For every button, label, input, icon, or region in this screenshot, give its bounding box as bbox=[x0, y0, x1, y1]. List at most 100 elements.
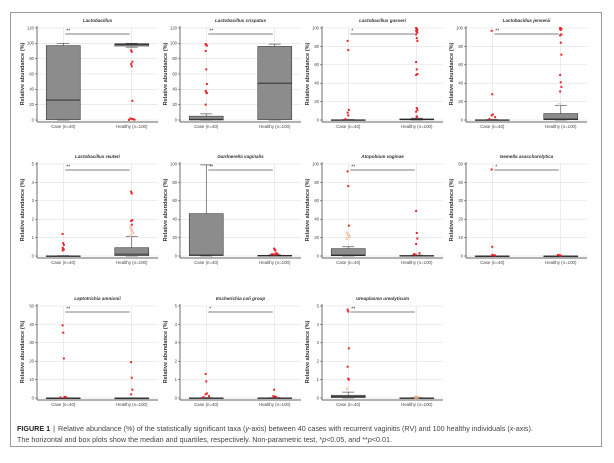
outlier-point bbox=[131, 388, 134, 391]
y-tick-label: 120 bbox=[170, 25, 178, 30]
panel-title: Ureaplasma urealyticum bbox=[356, 296, 409, 301]
outlier-point bbox=[205, 44, 208, 47]
box-group-case bbox=[330, 308, 366, 399]
outlier-point bbox=[129, 117, 132, 120]
outlier-point bbox=[415, 209, 418, 212]
panel-title: Lactobacillus crispatus bbox=[215, 18, 267, 23]
outlier-point bbox=[347, 49, 350, 52]
outlier-point bbox=[273, 253, 276, 256]
outlier-point bbox=[272, 395, 275, 398]
chart-panel-6: Gardnerella vaginalis 0 20 40 60 80 100 Relativ… bbox=[163, 154, 301, 265]
outlier-point bbox=[202, 396, 205, 399]
y-tick-label: 80 bbox=[172, 56, 177, 61]
box bbox=[45, 45, 81, 120]
outlier-point bbox=[415, 37, 418, 40]
near-outlier-point bbox=[348, 235, 351, 239]
box bbox=[188, 115, 224, 121]
outlier-point bbox=[205, 380, 208, 383]
near-outlier-point bbox=[345, 387, 349, 391]
outlier-point bbox=[204, 50, 207, 52]
outlier-point bbox=[491, 113, 494, 116]
outlier-point bbox=[556, 253, 559, 256]
near-outlier-point bbox=[345, 237, 349, 240]
outlier-point bbox=[415, 116, 418, 119]
caption-text-1b: -axis) between 40 cases with recurrent v… bbox=[249, 424, 510, 433]
outlier-point bbox=[490, 168, 493, 171]
outlier-point bbox=[347, 310, 350, 313]
significance-marker: ** bbox=[66, 307, 70, 313]
outlier-point bbox=[494, 116, 497, 119]
box-group-case bbox=[474, 168, 510, 258]
chart-panel-4: Lactobacillus jensenii 0 20 40 60 80 100 Relati… bbox=[449, 18, 587, 129]
y-axis-label: Relative abundance (%) bbox=[163, 42, 169, 105]
y-axis-label: Relative abundance (%) bbox=[305, 178, 311, 241]
outlier-point bbox=[415, 110, 418, 113]
y-axis-label: Relative abundance (%) bbox=[20, 320, 26, 383]
outlier-point bbox=[62, 357, 65, 360]
outlier-point bbox=[62, 331, 65, 334]
panel-title: Lactobacillus reuteri bbox=[75, 154, 121, 159]
box-group-case bbox=[45, 232, 81, 257]
caption-p2: p bbox=[367, 434, 372, 444]
caption-text-1c: -axis). bbox=[513, 424, 533, 433]
outlier-point bbox=[205, 92, 208, 95]
outlier-point bbox=[346, 39, 349, 42]
outlier-point bbox=[204, 393, 207, 396]
outlier-point bbox=[205, 68, 208, 71]
y-tick-label: 100 bbox=[170, 161, 178, 166]
significance-marker: ** bbox=[66, 29, 70, 35]
y-tick-label: 60 bbox=[314, 62, 319, 67]
x-tick-label: Case (n=40) bbox=[194, 124, 219, 129]
box-group-case bbox=[45, 324, 81, 400]
outlier-point bbox=[559, 28, 562, 31]
outlier-point bbox=[204, 103, 207, 106]
box-group-case bbox=[188, 164, 224, 257]
outlier-point bbox=[346, 365, 349, 368]
outlier-point bbox=[560, 33, 563, 36]
outlier-point bbox=[130, 190, 133, 193]
outlier-point bbox=[131, 60, 134, 63]
outlier-point bbox=[415, 107, 418, 110]
outlier-point bbox=[133, 118, 136, 121]
box-group-healthy bbox=[257, 43, 293, 121]
outlier-point bbox=[272, 253, 275, 256]
y-tick-label: 0 bbox=[175, 395, 178, 400]
y-tick-label: 5 bbox=[32, 161, 35, 166]
y-tick-label: 2 bbox=[175, 359, 178, 364]
outlier-point bbox=[204, 89, 207, 92]
near-outlier-point bbox=[346, 233, 350, 237]
y-tick-label: 20 bbox=[314, 99, 319, 104]
y-tick-label: 2 bbox=[32, 217, 35, 222]
y-axis-label: Relative abundance (%) bbox=[163, 178, 169, 241]
y-axis-label: Relative abundance (%) bbox=[449, 42, 455, 105]
outlier-point bbox=[490, 114, 493, 117]
y-tick-label: 0 bbox=[317, 395, 320, 400]
outlier-point bbox=[560, 53, 563, 56]
y-tick-label: 40 bbox=[29, 322, 34, 327]
x-tick-label: Case (n=40) bbox=[51, 402, 76, 407]
outlier-point bbox=[346, 111, 349, 114]
outlier-point bbox=[131, 99, 134, 102]
y-tick-label: 4 bbox=[175, 322, 178, 327]
y-tick-label: 20 bbox=[29, 102, 34, 107]
y-tick-label: 0 bbox=[461, 253, 464, 258]
x-tick-label: Case (n=40) bbox=[480, 124, 505, 129]
x-tick-label: Case (n=40) bbox=[51, 260, 76, 265]
outlier-point bbox=[208, 395, 211, 398]
x-tick-label: Case (n=40) bbox=[336, 260, 361, 265]
y-axis-label: Relative abundance (%) bbox=[20, 42, 26, 105]
caption-text-2c: <0.01. bbox=[371, 434, 393, 444]
outlier-point bbox=[415, 68, 418, 71]
outlier-point bbox=[415, 61, 418, 64]
y-tick-label: 120 bbox=[27, 25, 35, 30]
outlier-point bbox=[559, 81, 562, 84]
figure-caption: FIGURE 1 | Relative abundance (%) of the s… bbox=[17, 424, 597, 445]
y-tick-label: 60 bbox=[29, 71, 34, 76]
y-tick-label: 0 bbox=[461, 117, 464, 122]
figure-frame bbox=[10, 12, 602, 447]
y-tick-label: 3 bbox=[32, 198, 35, 203]
y-tick-label: 20 bbox=[172, 102, 177, 107]
x-tick-label: Healthy (n=100) bbox=[116, 124, 148, 129]
y-tick-label: 50 bbox=[29, 303, 34, 308]
outlier-point bbox=[275, 252, 278, 255]
